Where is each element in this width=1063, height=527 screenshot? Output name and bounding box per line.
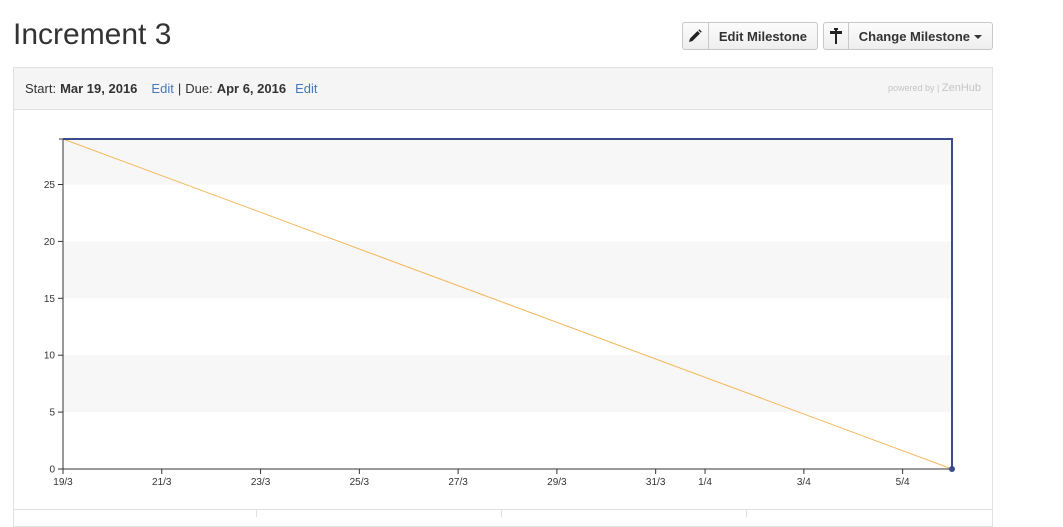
y-tick-label: 15 xyxy=(44,294,56,305)
actual-end-point xyxy=(949,466,955,472)
y-tick-label: 20 xyxy=(44,237,56,248)
edit-due-link[interactable]: Edit xyxy=(295,81,318,96)
x-axis: 19/3 21/3 23/3 25/3 27/3 29/3 31/3 1/4 3/4 5/4 xyxy=(53,468,952,488)
edit-milestone-label: Edit Milestone xyxy=(718,28,807,44)
x-tick-label: 23/3 xyxy=(251,477,271,488)
start-date: Mar 19, 2016 xyxy=(60,81,138,96)
date-separator: | xyxy=(177,81,182,96)
y-axis: 0 5 10 15 20 25 xyxy=(44,138,64,476)
milestone-dates-bar: Start: Mar 19, 2016 Edit | Due: Apr 6, 2… xyxy=(14,68,992,110)
x-tick-label: 29/3 xyxy=(547,477,567,488)
grid-band xyxy=(63,355,952,413)
x-tick-label: 5/4 xyxy=(896,477,910,488)
start-prefix: Start: xyxy=(25,81,57,96)
y-tick-label: 10 xyxy=(44,351,56,362)
actual-burndown-line xyxy=(63,138,953,469)
y-tick-label: 5 xyxy=(49,408,55,419)
change-milestone-button[interactable]: Change Milestone xyxy=(823,22,993,50)
pencil-icon xyxy=(683,23,709,49)
caret-down-icon xyxy=(974,35,982,40)
due-date: Apr 6, 2016 xyxy=(216,81,287,96)
x-tick-label: 27/3 xyxy=(448,477,468,488)
signpost-icon xyxy=(824,23,849,49)
ideal-burndown-line xyxy=(62,138,953,470)
y-tick-label: 0 xyxy=(49,465,55,476)
x-tick-label: 25/3 xyxy=(350,477,370,488)
due-prefix: Due: xyxy=(185,81,213,96)
powered-by-text: powered by | xyxy=(887,83,940,93)
zenhub-brand: ZenHub xyxy=(941,82,981,94)
chart-series xyxy=(62,138,955,472)
x-tick-label: 19/3 xyxy=(53,477,73,488)
change-milestone-text: Change Milestone xyxy=(858,28,970,44)
x-tick-label: 3/4 xyxy=(797,477,811,488)
panel-footer-divider xyxy=(13,509,993,517)
x-tick-label: 31/3 xyxy=(646,477,666,488)
powered-by: powered by | ZenHub xyxy=(888,82,981,94)
x-tick-label: 21/3 xyxy=(152,477,172,488)
x-tick-label: 1/4 xyxy=(698,477,712,488)
grid-band xyxy=(63,139,952,185)
chart-bands xyxy=(63,139,952,413)
grid-band xyxy=(63,241,952,299)
milestone-title: Increment 3 xyxy=(13,18,172,51)
y-tick-label: 25 xyxy=(44,180,56,191)
edit-start-link[interactable]: Edit xyxy=(151,81,174,96)
edit-milestone-button[interactable]: Edit Milestone xyxy=(682,22,818,50)
change-milestone-label: Change Milestone xyxy=(849,29,992,44)
